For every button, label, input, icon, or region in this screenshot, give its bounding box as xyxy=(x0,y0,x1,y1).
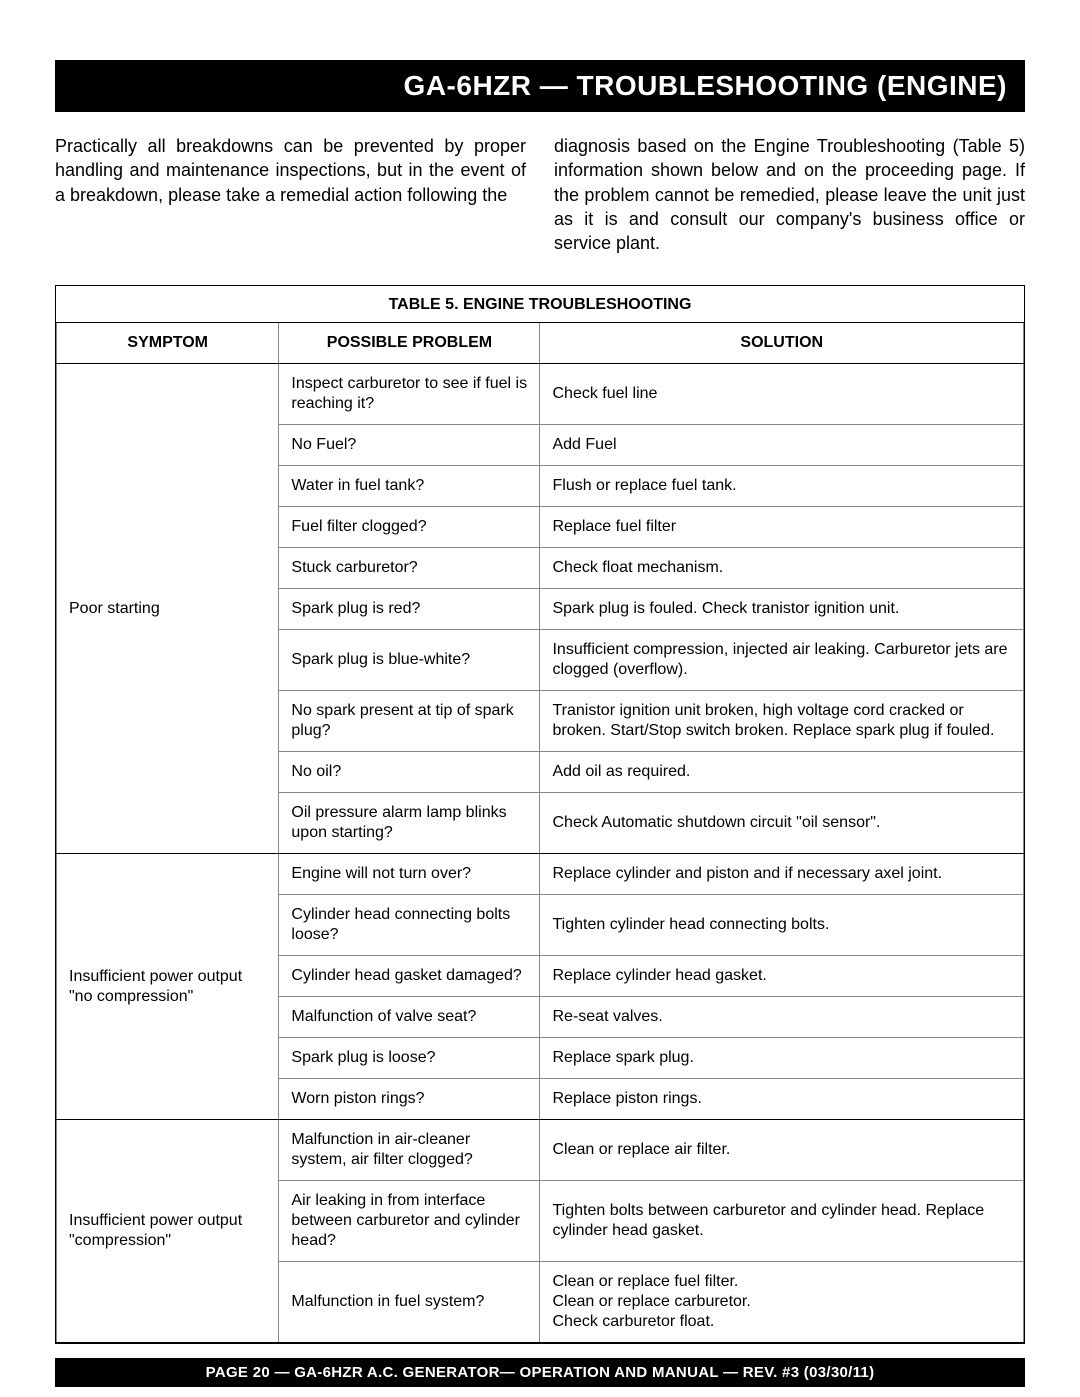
table-row: Insufficient power output "compression"M… xyxy=(57,1120,1024,1181)
solution-cell: Replace cylinder and piston and if neces… xyxy=(540,854,1024,895)
page-title-bar: GA-6HZR — TROUBLESHOOTING (ENGINE) xyxy=(55,60,1025,112)
intro-left-column: Practically all breakdowns can be preven… xyxy=(55,134,526,255)
solution-cell: Add oil as required. xyxy=(540,752,1024,793)
solution-cell: Check float mechanism. xyxy=(540,548,1024,589)
solution-cell: Clean or replace air filter. xyxy=(540,1120,1024,1181)
problem-cell: Spark plug is red? xyxy=(279,589,540,630)
troubleshooting-table: SYMPTOM POSSIBLE PROBLEM SOLUTION Poor s… xyxy=(56,323,1024,1343)
solution-cell: Re-seat valves. xyxy=(540,997,1024,1038)
problem-cell: Fuel filter clogged? xyxy=(279,507,540,548)
page-footer-bar: PAGE 20 — GA-6HZR A.C. GENERATOR— OPERAT… xyxy=(55,1358,1025,1387)
solution-cell: Replace piston rings. xyxy=(540,1079,1024,1120)
solution-cell: Tighten cylinder head connecting bolts. xyxy=(540,895,1024,956)
solution-cell: Check Automatic shutdown circuit "oil se… xyxy=(540,793,1024,854)
solution-line: Clean or replace fuel filter. xyxy=(552,1272,1011,1292)
problem-cell: Malfunction in air-cleaner system, air f… xyxy=(279,1120,540,1181)
solution-cell: Check fuel line xyxy=(540,364,1024,425)
header-solution: SOLUTION xyxy=(540,323,1024,364)
solution-cell: Add Fuel xyxy=(540,425,1024,466)
solution-cell: Spark plug is fouled. Check tranistor ig… xyxy=(540,589,1024,630)
solution-line: Clean or replace carburetor. xyxy=(552,1292,1011,1312)
solution-cell: Flush or replace fuel tank. xyxy=(540,466,1024,507)
problem-cell: Stuck carburetor? xyxy=(279,548,540,589)
symptom-cell: Insufficient power output "no compressio… xyxy=(57,854,279,1120)
solution-cell: Tighten bolts between carburetor and cyl… xyxy=(540,1181,1024,1262)
troubleshooting-table-wrap: TABLE 5. ENGINE TROUBLESHOOTING SYMPTOM … xyxy=(55,285,1025,1344)
table-row: Poor startingInspect carburetor to see i… xyxy=(57,364,1024,425)
problem-cell: Air leaking in from interface between ca… xyxy=(279,1181,540,1262)
symptom-cell: Insufficient power output "compression" xyxy=(57,1120,279,1343)
problem-cell: No oil? xyxy=(279,752,540,793)
table-row: Insufficient power output "no compressio… xyxy=(57,854,1024,895)
problem-cell: Cylinder head gasket damaged? xyxy=(279,956,540,997)
problem-cell: Oil pressure alarm lamp blinks upon star… xyxy=(279,793,540,854)
problem-cell: No Fuel? xyxy=(279,425,540,466)
problem-cell: Worn piston rings? xyxy=(279,1079,540,1120)
solution-cell: Insufficient compression, injected air l… xyxy=(540,630,1024,691)
intro-text: Practically all breakdowns can be preven… xyxy=(55,134,1025,255)
solution-cell: Clean or replace fuel filter.Clean or re… xyxy=(540,1262,1024,1343)
table-caption: TABLE 5. ENGINE TROUBLESHOOTING xyxy=(56,286,1024,323)
problem-cell: Malfunction in fuel system? xyxy=(279,1262,540,1343)
solution-cell: Replace spark plug. xyxy=(540,1038,1024,1079)
problem-cell: Water in fuel tank? xyxy=(279,466,540,507)
solution-line: Check carburetor float. xyxy=(552,1312,1011,1332)
header-problem: POSSIBLE PROBLEM xyxy=(279,323,540,364)
solution-cell: Replace cylinder head gasket. xyxy=(540,956,1024,997)
problem-cell: Malfunction of valve seat? xyxy=(279,997,540,1038)
solution-cell: Replace fuel filter xyxy=(540,507,1024,548)
intro-right-column: diagnosis based on the Engine Troublesho… xyxy=(554,134,1025,255)
problem-cell: Spark plug is loose? xyxy=(279,1038,540,1079)
table-header-row: SYMPTOM POSSIBLE PROBLEM SOLUTION xyxy=(57,323,1024,364)
problem-cell: No spark present at tip of spark plug? xyxy=(279,691,540,752)
symptom-cell: Poor starting xyxy=(57,364,279,854)
problem-cell: Engine will not turn over? xyxy=(279,854,540,895)
solution-cell: Tranistor ignition unit broken, high vol… xyxy=(540,691,1024,752)
problem-cell: Inspect carburetor to see if fuel is rea… xyxy=(279,364,540,425)
header-symptom: SYMPTOM xyxy=(57,323,279,364)
problem-cell: Cylinder head connecting bolts loose? xyxy=(279,895,540,956)
problem-cell: Spark plug is blue-white? xyxy=(279,630,540,691)
